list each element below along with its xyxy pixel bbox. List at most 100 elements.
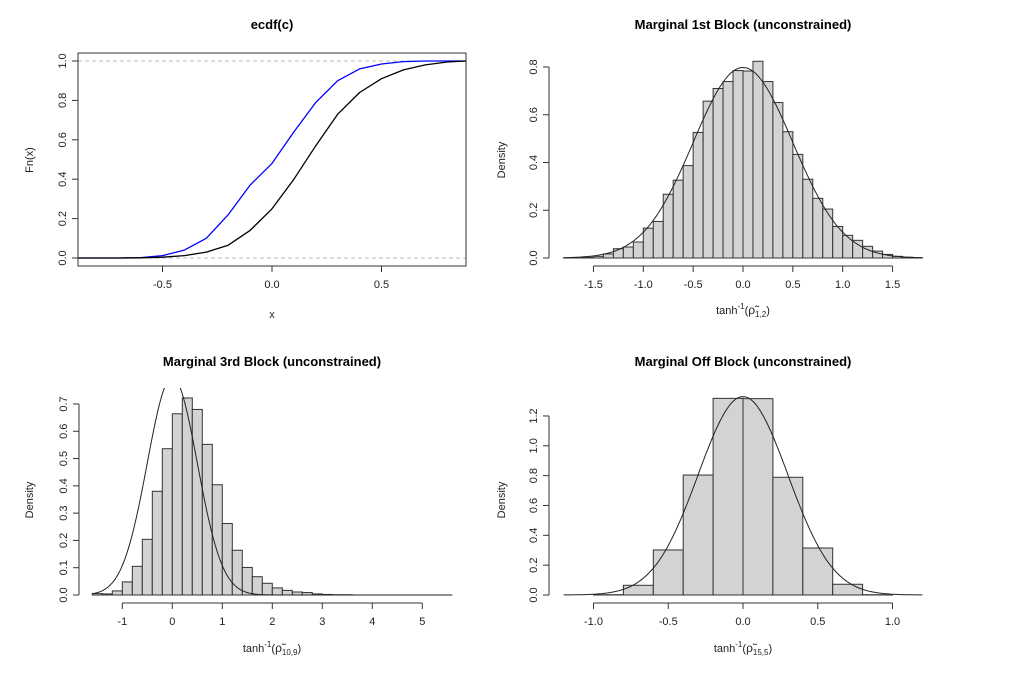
x-tick-label: 0.0: [264, 279, 279, 291]
x-tick-label: 5: [419, 616, 425, 628]
histogram-bar: [151, 490, 163, 596]
y-tick-label: 0.6: [528, 107, 540, 122]
x-tick-label: -1.5: [584, 279, 603, 291]
histogram-bar: [682, 474, 714, 596]
histogram-bar: [682, 165, 694, 259]
y-tick-label: 0.0: [528, 250, 540, 265]
histogram-bar: [702, 100, 714, 259]
histogram-bar: [832, 583, 864, 596]
histogram-bar: [642, 227, 654, 259]
x-tick-label: 2: [269, 616, 275, 628]
y-tick-label: 0.6: [58, 424, 70, 439]
x-label-sub: 1,2: [755, 310, 767, 319]
chart-title: Marginal Off Block (unconstrained): [635, 354, 852, 369]
y-tick-label: 1.0: [528, 438, 540, 453]
histogram-bar: [812, 197, 824, 259]
x-tick-label: 1.0: [885, 616, 900, 628]
histogram-bar: [161, 448, 173, 596]
y-tick-label: 0.8: [528, 468, 540, 483]
histogram-bar: [141, 538, 153, 596]
x-tick-label: 0.5: [810, 616, 825, 628]
x-axis-label: x: [269, 309, 275, 321]
histogram-bar: [271, 587, 283, 596]
x-tick-label: 4: [369, 616, 375, 628]
histogram-bar: [792, 153, 804, 259]
x-tick-label: 0.5: [785, 279, 800, 291]
histogram-bar: [622, 246, 634, 259]
y-axis-label: Density: [496, 481, 508, 518]
histogram-bar: [672, 179, 684, 259]
x-axis-label: tanh-1(ρ̃1,2): [716, 302, 770, 319]
y-tick-label: 0.7: [58, 396, 70, 411]
y-axis-label: Density: [496, 141, 508, 178]
histogram-bar: [622, 584, 654, 596]
histogram-bar: [652, 220, 664, 259]
x-tick-label: 3: [319, 616, 325, 628]
histogram-bar: [772, 102, 784, 259]
y-tick-label: 0.4: [528, 155, 540, 170]
y-tick-label: 0.2: [57, 211, 69, 226]
histogram-bar: [592, 255, 604, 259]
histogram-bar: [692, 131, 704, 259]
x-axis-label: tanh-1(ρ̃15,5): [714, 640, 772, 657]
x-axis-label: tanh-1(ρ̃10,9): [243, 640, 301, 657]
x-tick-label: -1.0: [584, 616, 603, 628]
y-tick-label: 0.4: [58, 478, 70, 493]
x-tick-label: -0.5: [684, 279, 703, 291]
plot-frame: [77, 52, 467, 267]
histogram-bar: [772, 476, 804, 596]
histogram-bar: [231, 549, 243, 596]
x-tick-label: 0.5: [374, 279, 389, 291]
panel-2: Marginal 1st Block (unconstrained) Densit…: [496, 17, 923, 319]
x-label-base: tanh: [716, 305, 737, 317]
histogram-bar: [822, 208, 834, 259]
x-label-symbol: ρ̃: [275, 641, 287, 655]
histogram-bar: [111, 590, 123, 596]
histogram-bar: [171, 413, 183, 596]
histogram-bar: [251, 576, 263, 596]
chart-title: Marginal 1st Block (unconstrained): [635, 17, 852, 32]
x-label-close-paren: ): [766, 305, 770, 317]
histogram-bar: [732, 70, 744, 259]
chart-title: Marginal 3rd Block (unconstrained): [163, 354, 381, 369]
y-tick-label: 0.0: [528, 587, 540, 602]
series-line-ecdf-blue: [78, 60, 466, 259]
histogram-bar: [201, 443, 213, 596]
histogram-bar: [632, 241, 644, 259]
x-label-open-paren: (: [271, 643, 275, 655]
histogram-bar: [582, 256, 594, 259]
normal-density-curve: [563, 66, 923, 259]
histogram-bar: [602, 253, 614, 259]
x-tick-label: -0.5: [659, 616, 678, 628]
y-tick-label: 0.2: [528, 203, 540, 218]
x-label-base: tanh: [714, 643, 735, 655]
histogram-bar: [712, 397, 744, 596]
histogram-bar: [742, 70, 754, 259]
y-axis-label: Density: [24, 481, 36, 518]
histogram-bar: [782, 131, 794, 259]
y-tick-label: 0.8: [528, 59, 540, 74]
x-tick-label: 0.0: [735, 616, 750, 628]
histogram-bar: [652, 549, 684, 596]
x-label-sub: 15,5: [753, 648, 769, 657]
histogram-bar: [712, 87, 724, 259]
y-tick-label: 0.2: [58, 533, 70, 548]
x-label-close-paren: ): [297, 643, 301, 655]
y-tick-label: 0.6: [57, 132, 69, 147]
x-label-symbol: ρ̃: [748, 303, 760, 317]
y-tick-label: 0.8: [57, 93, 69, 108]
y-tick-label: 0.5: [58, 451, 70, 466]
histogram-bar: [221, 523, 233, 596]
y-tick-label: 0.4: [57, 172, 69, 187]
x-label-sup: -1: [738, 302, 746, 311]
panel-4: Marginal Off Block (unconstrained) Densit…: [496, 354, 923, 657]
histogram-bar: [101, 593, 113, 596]
x-label-base: tanh: [243, 643, 264, 655]
y-axis-label: Fn(x): [24, 147, 36, 173]
y-tick-label: 0.4: [528, 528, 540, 543]
histogram-bar: [662, 193, 674, 259]
histogram-bar: [852, 239, 864, 259]
normal-density-curve: [92, 388, 453, 596]
y-tick-label: 1.2: [528, 408, 540, 423]
